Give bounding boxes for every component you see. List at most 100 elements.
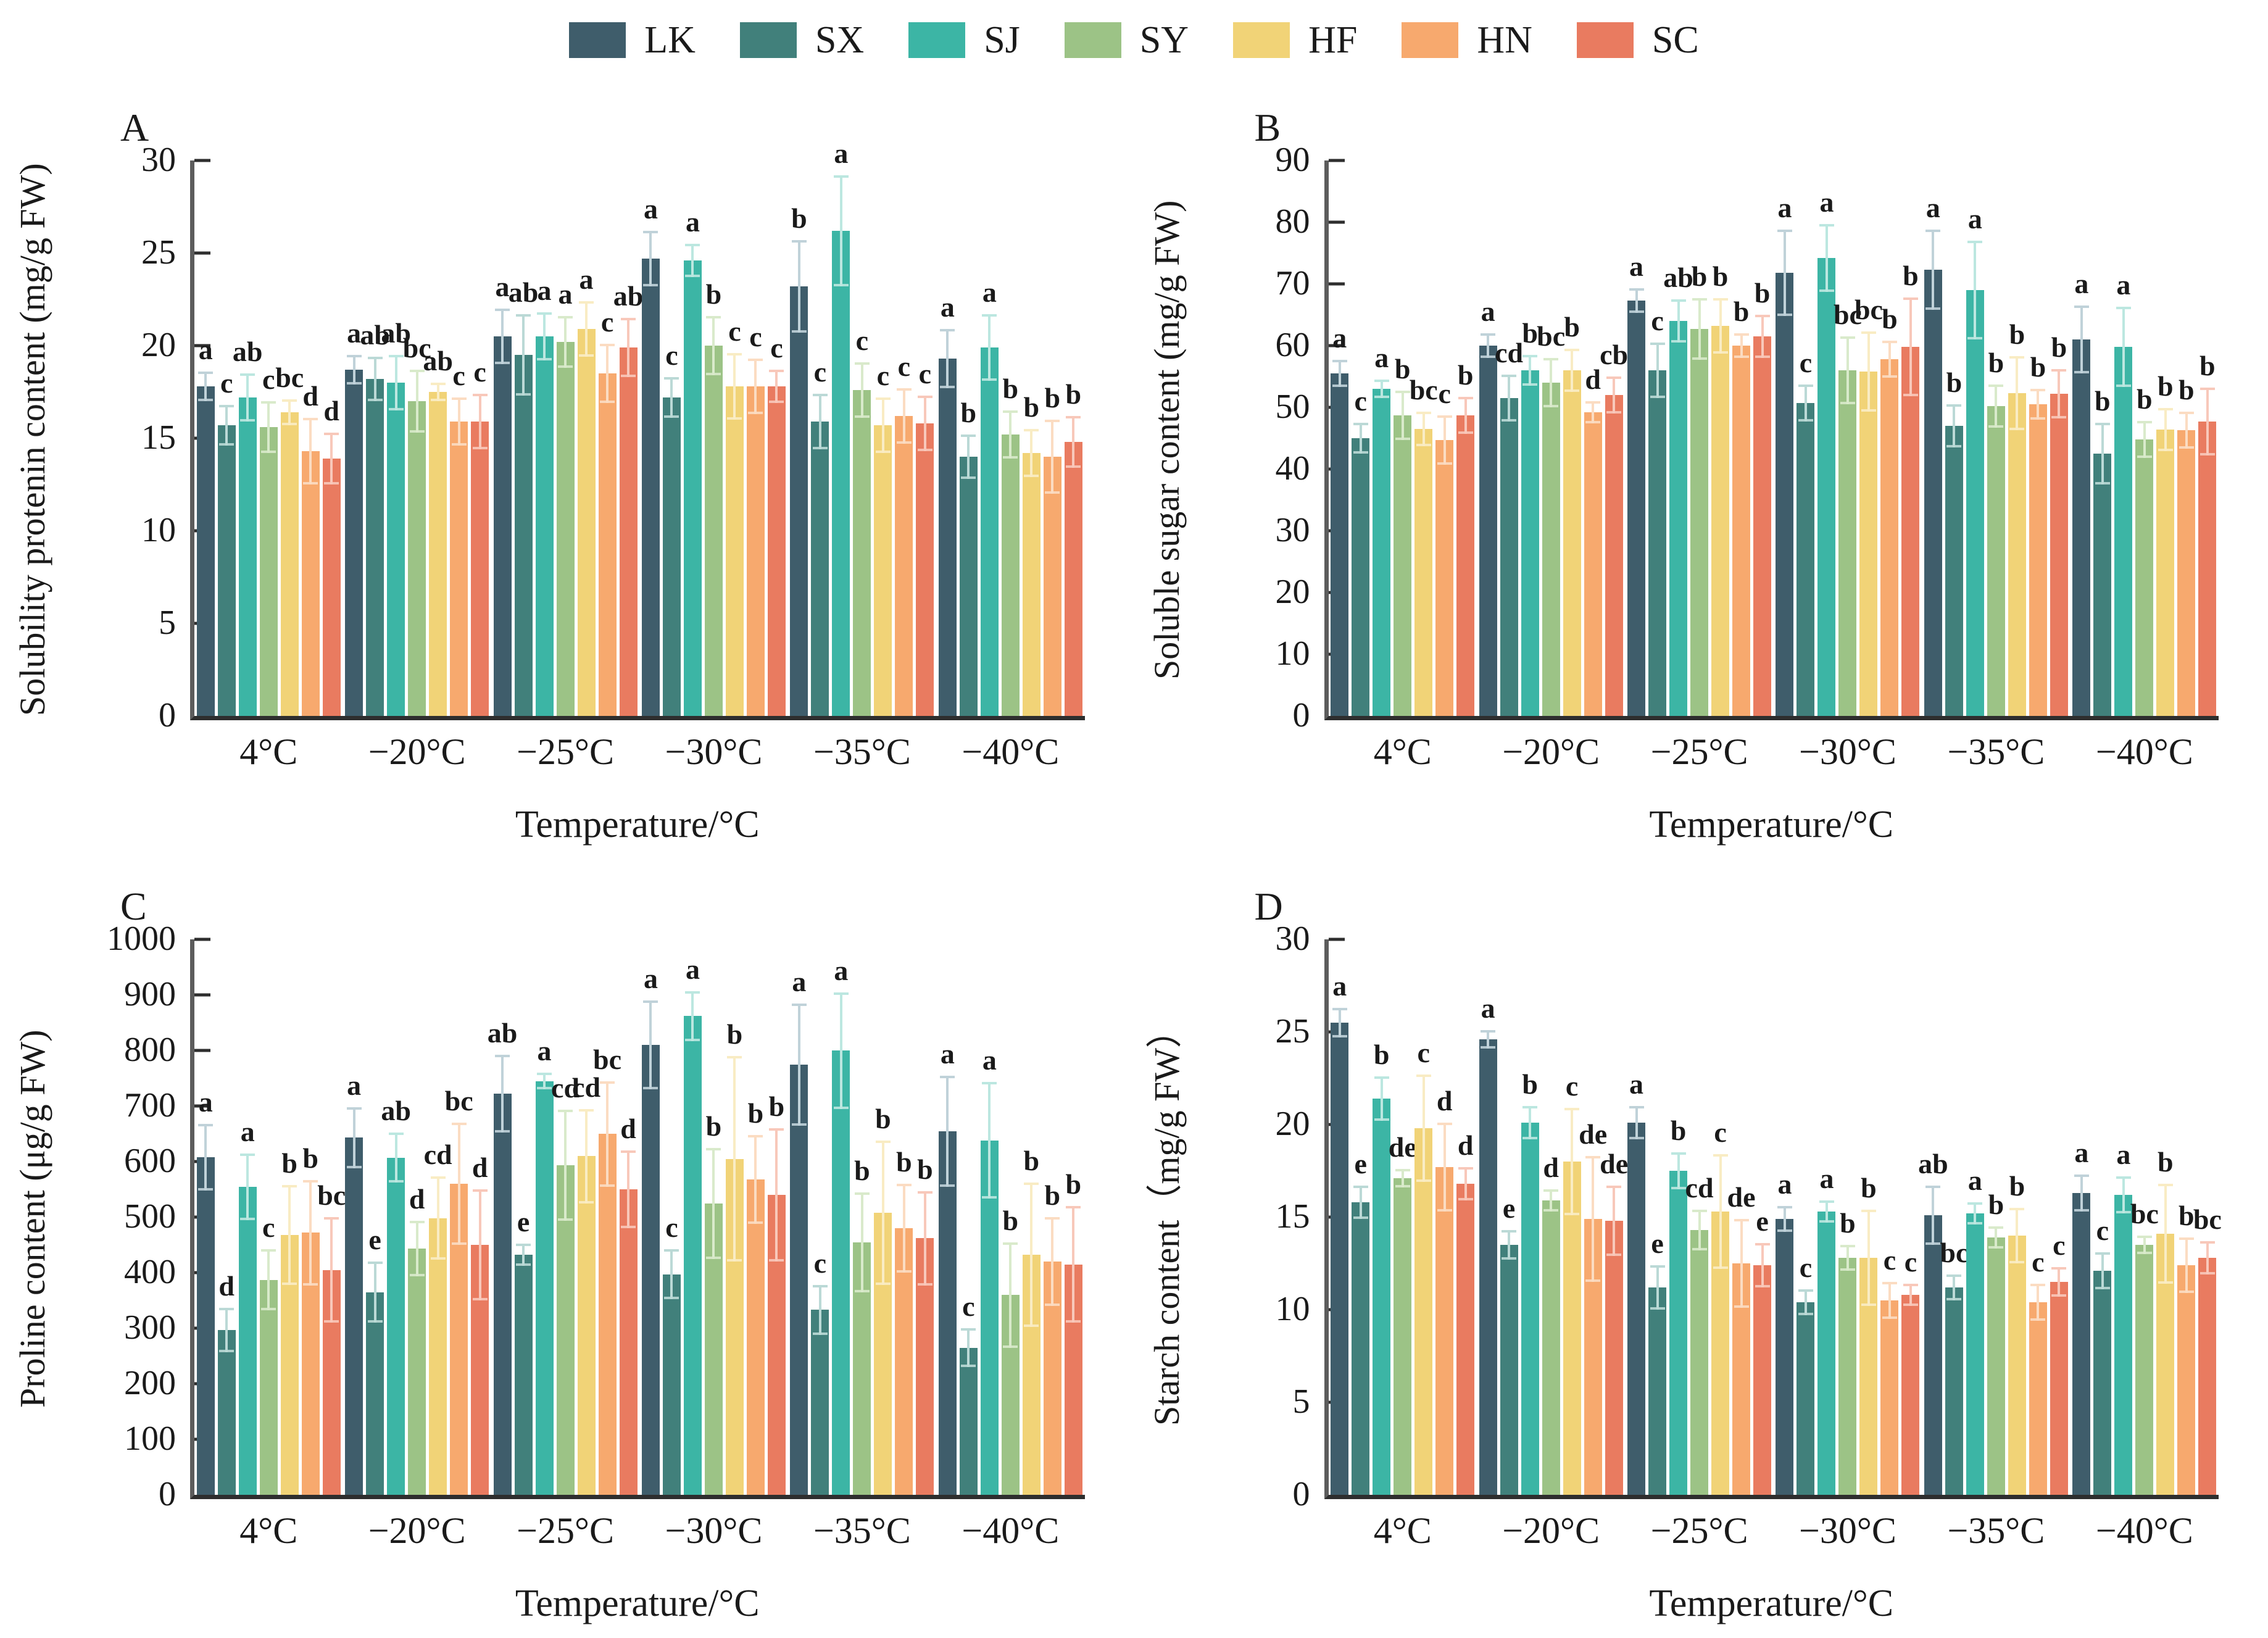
bar-group-40C: a c a b b b b −40°C — [936, 939, 1084, 1549]
error-bar — [2206, 1241, 2209, 1274]
y-tick-label: 700 — [124, 1086, 176, 1125]
bar-sx: e — [1500, 939, 1518, 1495]
error-cap-top — [409, 370, 425, 372]
bar-hn: c — [598, 160, 617, 716]
bar-rect — [2029, 1302, 2047, 1495]
error-bar — [204, 1123, 207, 1191]
error-bar — [1443, 415, 1446, 465]
x-axis-title: Temperature/°C — [515, 1582, 760, 1624]
error-cap-top — [1416, 1075, 1431, 1077]
error-bar — [1443, 1123, 1446, 1212]
error-cap-top — [1374, 380, 1389, 382]
error-cap-top — [1395, 1169, 1410, 1171]
error-cap-top — [240, 373, 255, 376]
y-tick-label: 90 — [1275, 141, 1310, 180]
bar-rect — [683, 260, 702, 716]
bar-rect — [217, 1329, 236, 1495]
error-cap-top — [769, 1128, 784, 1131]
error-cap-bottom — [1606, 1253, 1622, 1256]
bar-group-35C: ab bc a b b c c −35°C — [1918, 939, 2070, 1549]
error-cap-bottom — [1819, 1220, 1834, 1223]
bar-rect — [1001, 434, 1020, 716]
error-cap-top — [1798, 385, 1813, 387]
bar-rect — [1753, 1265, 1772, 1495]
sig-letter: bc — [2193, 1204, 2222, 1235]
error-cap-bottom — [1692, 1248, 1707, 1250]
y-tick — [1328, 937, 1345, 941]
bar-hn: b — [2177, 160, 2196, 716]
bar-rect — [196, 1157, 215, 1495]
bar-rect — [641, 259, 660, 716]
error-cap-bottom — [558, 365, 573, 368]
error-cap-bottom — [1882, 375, 1897, 378]
bar-rect — [514, 355, 533, 716]
error-cap-bottom — [706, 373, 721, 375]
sig-letter: e — [1502, 1192, 1516, 1224]
error-cap-top — [430, 1176, 446, 1179]
sig-letter: c — [220, 367, 233, 399]
bar-hf: b — [280, 939, 299, 1495]
error-cap-top — [664, 1249, 679, 1252]
error-cap-top — [1606, 1186, 1622, 1188]
sig-letter: d — [218, 1270, 235, 1302]
error-bar — [1464, 1167, 1467, 1200]
error-bar — [1464, 397, 1467, 434]
error-bar — [288, 399, 291, 425]
error-cap-top — [1395, 391, 1410, 393]
error-bar — [2016, 1208, 2019, 1263]
bar-sx: ab — [509, 160, 538, 716]
bar-lk: a — [1627, 160, 1646, 716]
error-bar — [1932, 230, 1935, 310]
bar-rect — [2008, 1236, 2026, 1495]
sig-letter: b — [917, 1153, 933, 1185]
error-cap-bottom — [2179, 1291, 2194, 1294]
error-bar — [839, 992, 842, 1109]
sig-letter: c — [813, 1247, 827, 1279]
bar-hn: b — [746, 939, 765, 1495]
bar-rect — [767, 386, 786, 716]
error-cap-bottom — [367, 1320, 383, 1323]
bar-hn: d — [1435, 939, 1454, 1495]
bar-sj: a — [1373, 160, 1391, 716]
bar-rect — [238, 397, 257, 716]
error-bar — [2206, 388, 2209, 455]
bar-rect — [408, 401, 426, 716]
error-cap-top — [1988, 385, 2004, 387]
bar-sx: c — [959, 939, 978, 1495]
error-bar — [712, 1147, 715, 1259]
error-cap-top — [1522, 355, 1538, 357]
error-cap-top — [1564, 1108, 1580, 1110]
error-bar — [839, 175, 842, 286]
bar-hf: b — [2008, 160, 2026, 716]
bar-sj: a — [238, 939, 257, 1495]
error-bar — [1613, 1186, 1616, 1256]
error-bar — [1380, 380, 1383, 398]
y-tick-label: 15 — [1275, 1197, 1310, 1236]
bar-sy: b — [2135, 160, 2154, 716]
error-bar — [1401, 1169, 1404, 1187]
bar-sy: b — [1394, 160, 1412, 716]
bar-sy: cd — [551, 939, 579, 1495]
bar-sj: a — [535, 160, 554, 716]
legend-label: LK — [644, 19, 696, 61]
error-cap-top — [1777, 230, 1792, 232]
bar-group-40C: a c a bc b b bc −40°C — [2071, 939, 2222, 1549]
bar-rect — [259, 1279, 278, 1495]
sig-letter: a — [834, 138, 849, 169]
error-bar — [797, 1003, 800, 1126]
error-cap-top — [1819, 224, 1834, 227]
error-bar — [606, 344, 609, 403]
error-cap-bottom — [833, 1106, 849, 1109]
sig-letter: b — [2051, 331, 2067, 363]
bar-rect — [322, 459, 341, 716]
y-tick-label: 20 — [1275, 573, 1310, 612]
error-cap-bottom — [1458, 431, 1473, 434]
bar-sj: a — [535, 939, 554, 1495]
bar-lk: a — [196, 939, 215, 1495]
error-cap-bottom — [1882, 1316, 1897, 1319]
error-cap-bottom — [1967, 337, 1983, 339]
error-cap-bottom — [1650, 1307, 1665, 1310]
bar-lk: a — [1776, 160, 1794, 716]
bar-group-35C: b c a c c c c −35°C — [788, 139, 936, 770]
x-category-label: −40°C — [962, 1510, 1060, 1551]
